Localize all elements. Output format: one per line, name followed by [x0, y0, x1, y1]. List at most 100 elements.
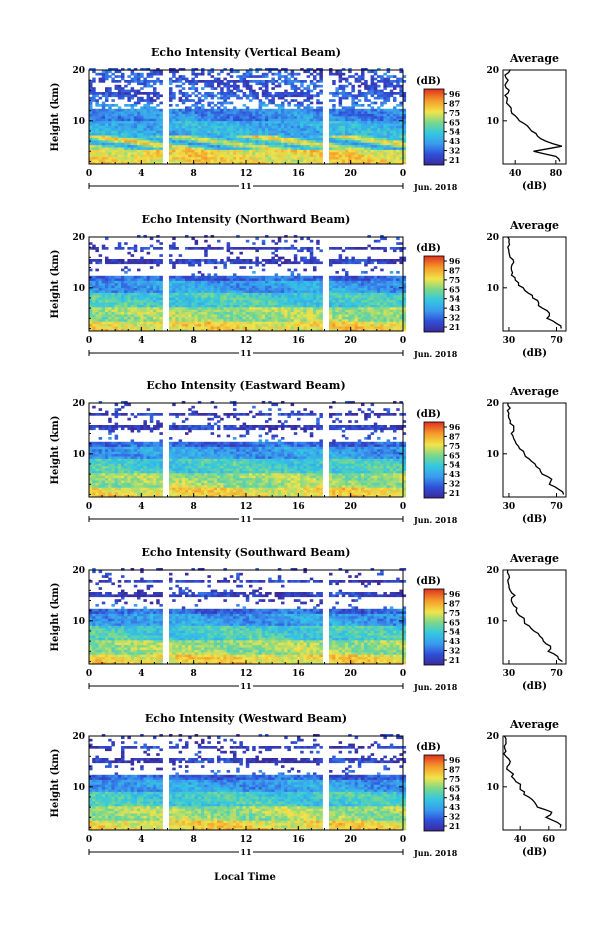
heatmap-cell [127, 99, 131, 102]
heatmap-cell [303, 328, 307, 332]
heatmap-cell [297, 135, 301, 138]
heatmap-cell [373, 72, 378, 76]
heatmap-cell [201, 130, 205, 134]
heatmap-cell [159, 80, 163, 83]
heatmap-cell [332, 92, 336, 95]
heatmap-cell [111, 92, 115, 95]
heatmap-cell [98, 154, 103, 158]
heatmap-cell [293, 285, 298, 289]
heatmap-cell [181, 120, 186, 124]
heatmap-cell [191, 326, 195, 329]
heatmap-cell [217, 292, 221, 296]
heatmap-cell [127, 152, 131, 155]
heatmap-cell [309, 68, 314, 71]
heatmap-cell [351, 144, 355, 148]
heatmap-cell [220, 290, 224, 293]
heatmap-cell [303, 285, 307, 289]
heatmap-cell [220, 299, 224, 303]
heatmap-cell [133, 104, 138, 107]
heatmap-cell [370, 140, 375, 143]
heatmap-cell [217, 299, 221, 303]
heatmap-cell [229, 152, 234, 155]
heatmap-cell [197, 283, 202, 286]
heatmap-cell [159, 132, 163, 136]
heatmap-cell [229, 323, 234, 327]
heatmap-cell [92, 161, 96, 165]
heatmap-cell [178, 96, 183, 100]
heatmap-cell [181, 292, 186, 296]
heatmap-cell [204, 304, 208, 308]
heatmap-cell [303, 149, 307, 153]
heatmap-cell [389, 92, 394, 95]
heatmap-cell [261, 125, 266, 129]
heatmap-cell [313, 328, 317, 332]
heatmap-cell [258, 290, 263, 293]
heatmap-cell [239, 319, 243, 322]
heatmap-cell [309, 116, 314, 119]
heatmap-cell [92, 132, 96, 136]
heatmap-cell [127, 314, 131, 317]
heatmap-cell [95, 147, 99, 150]
heatmap-cell [114, 113, 119, 117]
heatmap-cell [172, 108, 176, 112]
heatmap-cell [130, 254, 135, 257]
heatmap-cell [265, 130, 269, 134]
heatmap-cell [265, 283, 269, 286]
heatmap-cell [217, 123, 221, 126]
heatmap-cell [159, 144, 163, 148]
heatmap-cell [290, 307, 295, 310]
heatmap-cell [159, 309, 163, 313]
heatmap-cell [185, 92, 189, 95]
heatmap-cell [335, 137, 339, 141]
heatmap-cell [335, 128, 339, 131]
heatmap-cell [281, 147, 285, 150]
heatmap-cell [169, 161, 173, 165]
heatmap-cell [130, 149, 135, 153]
heatmap-cell [281, 283, 285, 286]
heatmap-cell [204, 239, 208, 243]
heatmap-cell [300, 249, 304, 253]
heatmap-cell [204, 147, 208, 150]
panel-title: Echo Intensity (Northward Beam) [142, 213, 351, 226]
heatmap-cell [204, 283, 208, 286]
heatmap-cell [357, 77, 362, 81]
heatmap-cell [204, 278, 208, 281]
heatmap-cell [92, 113, 96, 117]
heatmap-cell [348, 123, 352, 126]
heatmap-cell [258, 154, 263, 158]
heatmap-cell [258, 144, 263, 148]
heatmap-cell [297, 314, 301, 317]
heatmap-cell [191, 295, 195, 298]
heatmap-cell [220, 319, 224, 322]
heatmap-cell [159, 123, 163, 126]
heatmap-cell [127, 302, 131, 305]
heatmap-cell [220, 247, 224, 250]
heatmap-cell [149, 307, 154, 310]
heatmap-cell [130, 247, 135, 250]
heatmap-cell [178, 254, 183, 257]
heatmap-cell [217, 323, 221, 327]
heatmap-cell [245, 311, 250, 315]
heatmap-cell [117, 159, 122, 162]
heatmap-cell [117, 259, 122, 262]
heatmap-cells [89, 235, 407, 332]
heatmap-cell [178, 99, 183, 102]
heatmap-cell [210, 140, 215, 143]
heatmap-cell [309, 314, 314, 317]
heatmap-cell [194, 120, 199, 124]
heatmap-cell [271, 259, 275, 262]
heatmap-cell [156, 299, 160, 303]
heatmap-cell [268, 147, 272, 150]
heatmap-cell [146, 80, 151, 83]
heatmap-cell [258, 108, 263, 112]
heatmap-cell [149, 152, 154, 155]
heatmap-cell [271, 140, 275, 143]
heatmap-cell [354, 101, 359, 105]
heatmap-cell [351, 111, 355, 114]
heatmap-cell [380, 92, 384, 95]
heatmap-cell [300, 147, 304, 150]
heatmap-cell [140, 275, 144, 279]
heatmap-cell [169, 111, 173, 114]
heatmap-cell [220, 314, 224, 317]
heatmap-cell [229, 302, 234, 305]
